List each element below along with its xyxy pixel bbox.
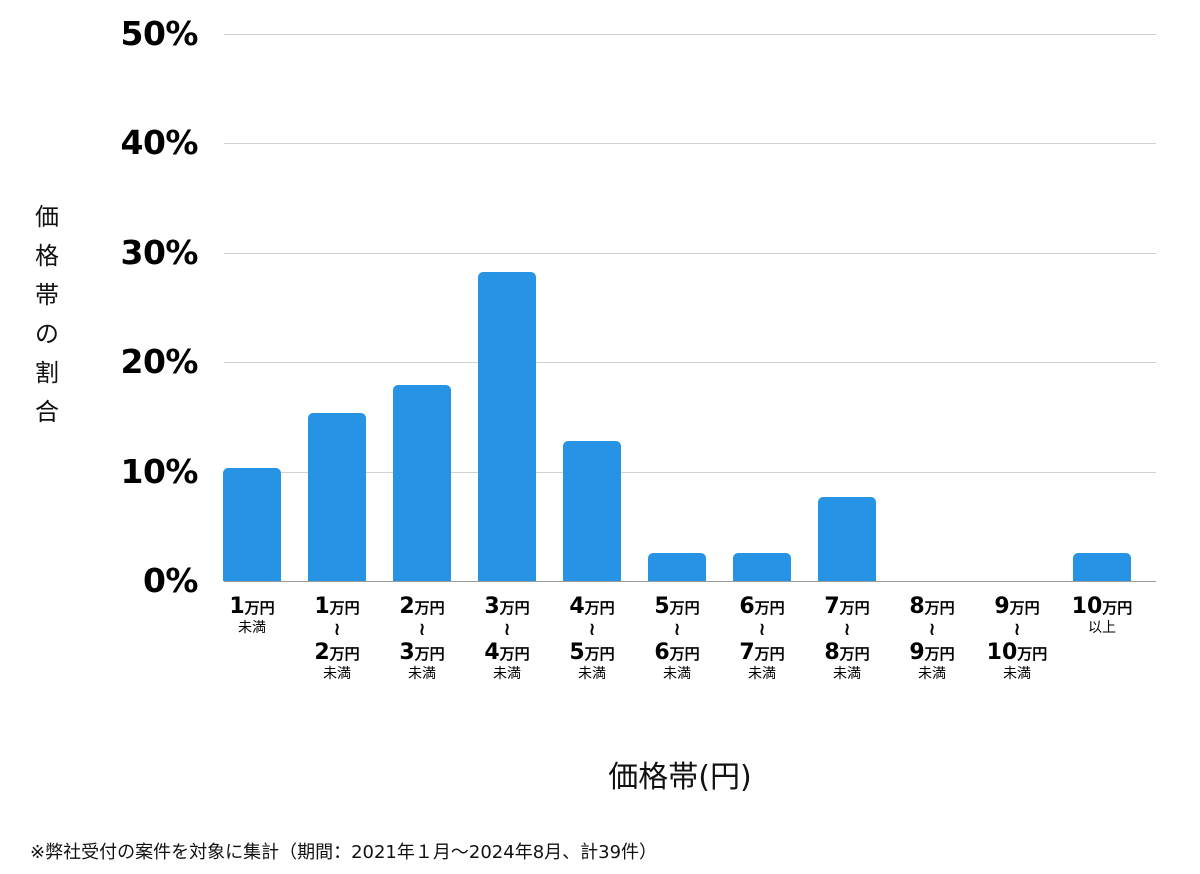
x-tick-label: 3万円 ≀ 4万円 未満 (484, 594, 530, 682)
y-tick-label: 20% (120, 342, 199, 381)
footnote: ※弊社受付の案件を対象に集計（期間：2021年１月〜2024年8月、計39件） (30, 842, 658, 863)
y-axis-title-char: 格 (35, 242, 59, 270)
y-tick-label: 10% (120, 452, 199, 491)
y-tick-label: 40% (120, 123, 199, 162)
x-tick-label: 1万円 ≀ 2万円 未満 (314, 594, 360, 682)
x-tick-label: 9万円 ≀ 10万円 未満 (986, 594, 1048, 682)
gridline (224, 362, 1156, 363)
bar (1073, 552, 1131, 581)
bar (818, 496, 876, 581)
x-tick-label: 5万円 ≀ 6万円 未満 (654, 594, 700, 682)
gridline (224, 472, 1156, 473)
bar (733, 552, 791, 581)
y-axis-title-char: 帯 (35, 281, 59, 309)
x-tick-label: 10万円 以上 (1071, 594, 1133, 636)
y-axis-title-char: の (35, 320, 59, 348)
bar (393, 385, 451, 581)
x-tick-label: 1万円 未満 (229, 594, 275, 636)
x-tick-label: 6万円 ≀ 7万円 未満 (739, 594, 785, 682)
x-tick-label: 2万円 ≀ 3万円 未満 (399, 594, 445, 682)
x-axis-line (224, 581, 1156, 582)
gridline (224, 253, 1156, 254)
bar (563, 440, 621, 581)
y-tick-label: 50% (120, 14, 199, 53)
x-tick-label: 7万円 ≀ 8万円 未満 (824, 594, 870, 682)
bar (648, 552, 706, 581)
y-axis-title: 価 格 帯 の 割 合 (30, 198, 64, 432)
bar (478, 272, 536, 581)
bar (308, 412, 366, 581)
x-axis-title: 価格帯(円) (608, 760, 752, 795)
y-tick-label: 30% (120, 233, 199, 272)
gridline (224, 143, 1156, 144)
x-tick-label: 4万円 ≀ 5万円 未満 (569, 594, 615, 682)
y-axis-title-char: 合 (35, 398, 59, 426)
x-tick-label: 8万円 ≀ 9万円 未満 (909, 594, 955, 682)
y-axis-title-char: 割 (35, 359, 59, 387)
y-tick-label: 0% (142, 561, 199, 600)
bar (223, 468, 281, 581)
y-axis-title-char: 価 (35, 203, 59, 231)
gridline (224, 34, 1156, 35)
